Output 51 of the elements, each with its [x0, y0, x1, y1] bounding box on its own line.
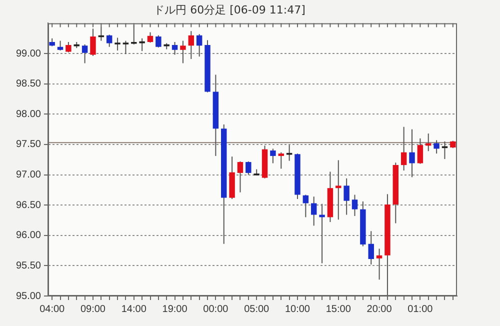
candlestick [336, 160, 342, 220]
candlestick [246, 160, 252, 176]
y-tick-label: 98.50 [16, 78, 42, 90]
candlestick [57, 40, 64, 51]
y-tick-label: 96.00 [16, 230, 42, 242]
candlestick [286, 144, 292, 162]
candlestick [156, 34, 162, 48]
x-tick-label: 01:00 [408, 304, 434, 315]
candlestick [106, 34, 112, 48]
candlestick [237, 160, 244, 193]
candlestick [344, 178, 350, 216]
y-tick-label: 99.00 [16, 48, 42, 60]
y-tick-label: 95.00 [16, 290, 42, 302]
candlestick [90, 28, 96, 56]
candlestick [180, 40, 186, 64]
candlestick [147, 32, 154, 44]
candlestick [278, 152, 284, 170]
y-tick-label: 95.50 [16, 260, 42, 272]
y-tick-label: 97.50 [16, 139, 42, 150]
candlestick [188, 30, 194, 60]
candlestick [302, 194, 309, 218]
y-tick-label: 96.50 [16, 200, 42, 211]
x-tick-label: 10:00 [284, 304, 310, 315]
candlestick [376, 248, 382, 280]
candlestick [196, 34, 202, 58]
candlestick [172, 41, 178, 56]
candlestick [434, 140, 440, 154]
candlestick [409, 128, 415, 178]
x-tick-label: 20:00 [366, 304, 392, 315]
x-tick-label: 19:00 [162, 304, 188, 315]
x-tick-label: 04:00 [40, 304, 66, 315]
candlestick [368, 230, 374, 265]
candlestick [82, 44, 88, 64]
x-tick-label: 00:00 [203, 304, 229, 315]
chart-title: ドル円 60分足 [06-09 11:47] [154, 3, 306, 16]
y-tick-label: 97.00 [16, 170, 42, 181]
x-tick-label: 15:00 [326, 304, 352, 315]
candlestick [417, 138, 424, 164]
candlestick [122, 40, 129, 55]
candlestick [66, 41, 72, 53]
x-tick-label: 09:00 [80, 304, 106, 315]
candlestick [270, 148, 276, 164]
y-tick-label: 98.00 [16, 108, 42, 120]
candlestick [114, 37, 120, 51]
candlestick [400, 126, 407, 172]
candlestick [352, 194, 358, 216]
candlestick [426, 133, 432, 152]
candlestick [310, 196, 317, 226]
x-tick-label: 05:00 [244, 304, 270, 315]
x-tick-label: 14:00 [121, 304, 147, 315]
candlestick [131, 24, 137, 45]
